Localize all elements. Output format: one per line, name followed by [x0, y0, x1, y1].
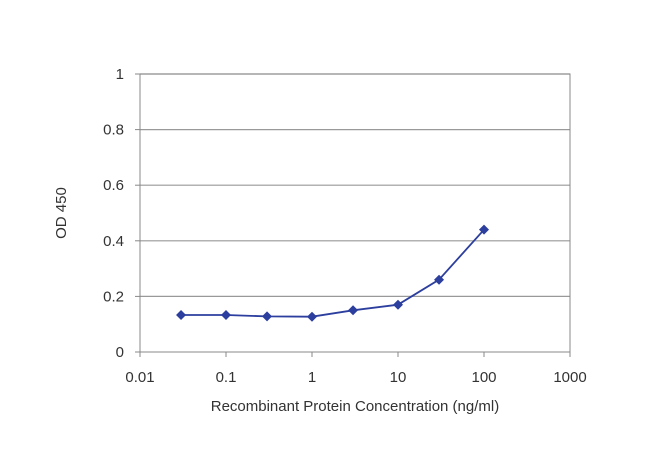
x-tick-label: 100 — [471, 369, 496, 386]
series-line — [181, 229, 485, 318]
data-point — [307, 311, 317, 322]
y-tick-label: 0.8 — [103, 122, 124, 139]
x-tick-label: 1000 — [553, 369, 586, 386]
y-tick-label: 0.6 — [103, 177, 124, 194]
data-point — [176, 310, 187, 321]
y-tick-label: 0 — [116, 344, 124, 361]
data-point — [434, 274, 445, 285]
y-axis-label: OD 450 — [53, 187, 70, 239]
y-tick-label: 0.2 — [103, 288, 124, 305]
x-tick-label: 10 — [390, 369, 407, 386]
x-axis: 0.01 0.1 1 10 100 1000 — [125, 352, 587, 386]
data-point — [348, 305, 359, 316]
plot-area — [139, 73, 571, 353]
gridlines — [140, 73, 570, 297]
data-point — [221, 310, 231, 321]
x-tick-label: 0.01 — [125, 369, 154, 386]
x-tick-label: 1 — [308, 369, 316, 386]
y-tick-label: 0.4 — [103, 233, 124, 250]
x-tick-label: 0.1 — [216, 369, 237, 386]
y-tick-label: 1 — [116, 66, 124, 83]
series — [176, 224, 489, 322]
y-axis: 0 0.2 0.4 0.6 0.8 1 — [103, 66, 140, 361]
data-point — [393, 299, 403, 310]
data-point — [262, 311, 273, 322]
data-point — [479, 224, 489, 235]
x-axis-label: Recombinant Protein Concentration (ng/ml… — [211, 398, 499, 415]
